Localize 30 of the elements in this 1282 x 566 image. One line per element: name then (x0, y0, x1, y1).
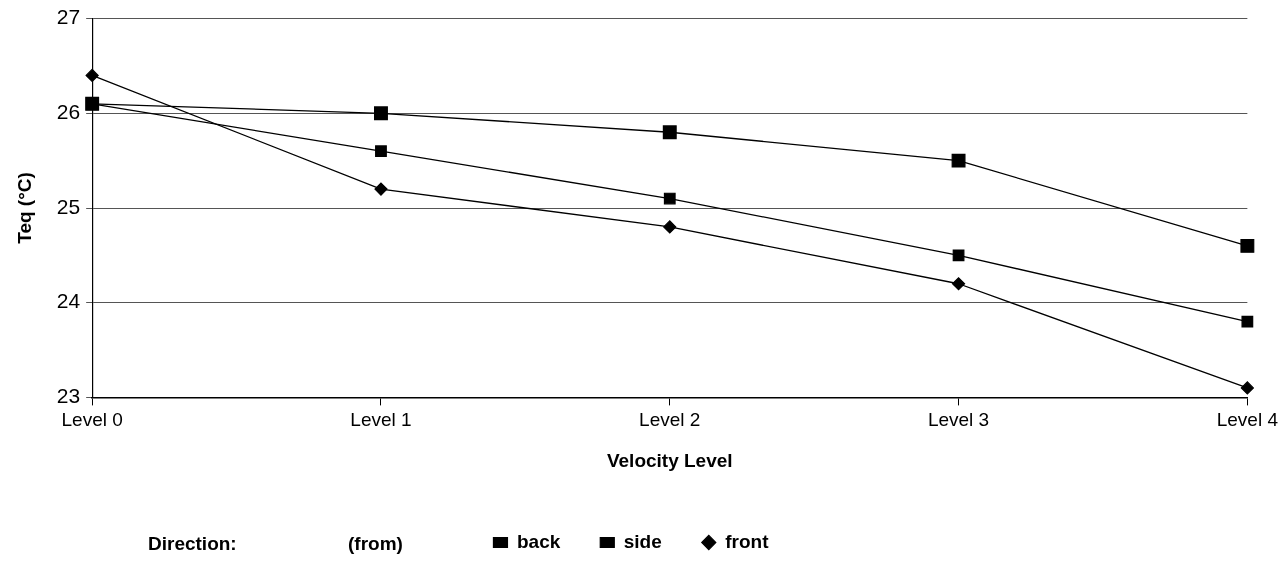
x-axis-title: Velocity Level (606, 449, 733, 471)
x-tick-label: Level 0 (61, 409, 123, 431)
legend-title: Direction: (148, 532, 237, 556)
legend-label: back (516, 530, 561, 552)
y-tick-label: 26 (56, 100, 81, 124)
point (85, 68, 99, 83)
legend-label: side (623, 530, 662, 552)
point (663, 192, 676, 205)
point (375, 145, 387, 158)
x-tick-label: Level 3 (927, 409, 990, 431)
point (951, 277, 966, 291)
x-tick-label: Level 2 (639, 409, 701, 431)
legend-label: front (725, 530, 770, 552)
x-tick-label: Level 4 (1216, 409, 1279, 431)
point (1241, 315, 1254, 328)
y-tick-label: 24 (56, 289, 81, 313)
point (374, 106, 388, 121)
text: (from) (348, 532, 403, 556)
y-tick-label: 23 (56, 384, 81, 408)
point (663, 220, 677, 234)
point (952, 249, 965, 262)
point (1240, 238, 1255, 253)
point (951, 153, 966, 168)
point (1240, 381, 1254, 395)
point (374, 182, 388, 196)
y-tick-label: 25 (56, 194, 81, 218)
x-tick-label: Level 1 (350, 409, 412, 431)
y-tick-label: 27 (56, 5, 81, 29)
y-axis-title: Teq (°C) (13, 172, 35, 244)
point (662, 125, 677, 140)
